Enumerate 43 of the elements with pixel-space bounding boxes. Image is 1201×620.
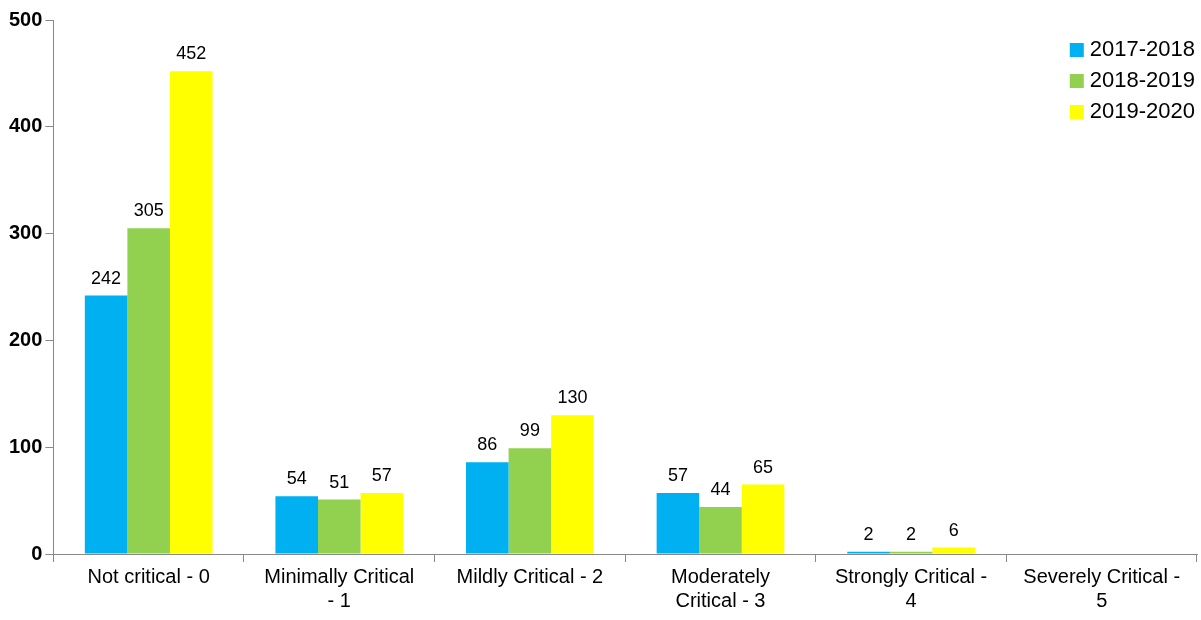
- x-tick-label: Strongly Critical - 4: [834, 564, 988, 611]
- data-label: 57: [371, 465, 392, 486]
- x-tick-label: Minimally Critical - 1: [264, 564, 415, 611]
- bar: [741, 484, 785, 554]
- bar: [84, 295, 128, 554]
- y-tick-label: 100: [8, 434, 43, 457]
- bar: [275, 496, 318, 554]
- y-tick-label: 400: [8, 114, 43, 137]
- data-label: 130: [557, 387, 588, 408]
- data-label: 242: [91, 267, 122, 288]
- bar: [169, 71, 213, 554]
- bar: [360, 493, 404, 554]
- x-tick-label: Moderately Critical - 3: [671, 564, 770, 611]
- legend-label: 2019-2020: [1089, 98, 1196, 124]
- data-label: 86: [477, 434, 498, 455]
- data-label: 65: [753, 456, 774, 477]
- data-label: 51: [329, 471, 350, 492]
- data-label: 2: [906, 523, 917, 544]
- data-label: 99: [519, 420, 540, 441]
- x-tick-label: Mildly Critical - 2: [456, 564, 604, 587]
- x-tick-label: Severely Critical - 5: [1023, 564, 1181, 611]
- y-tick-label: 200: [8, 327, 43, 350]
- data-label: 6: [948, 519, 959, 540]
- legend-label: 2017-2018: [1089, 36, 1196, 62]
- y-tick-label: 500: [8, 7, 43, 30]
- bar: [508, 448, 552, 554]
- data-label: 57: [667, 465, 688, 486]
- bar: [656, 493, 700, 554]
- x-tick-label: Not critical - 0: [87, 564, 210, 587]
- bar: [127, 228, 170, 554]
- bar: [551, 415, 594, 554]
- bar: [699, 507, 742, 554]
- bar: [932, 547, 975, 554]
- data-label: 54: [286, 468, 307, 489]
- data-label: 44: [710, 478, 731, 499]
- y-tick-label: 0: [31, 541, 43, 564]
- data-label: 305: [133, 200, 164, 221]
- bar: [317, 499, 361, 554]
- data-label: 2: [863, 523, 874, 544]
- legend-label: 2018-2019: [1089, 67, 1196, 93]
- y-tick-label: 300: [8, 221, 43, 244]
- bar: [466, 462, 509, 554]
- data-label: 452: [176, 43, 207, 64]
